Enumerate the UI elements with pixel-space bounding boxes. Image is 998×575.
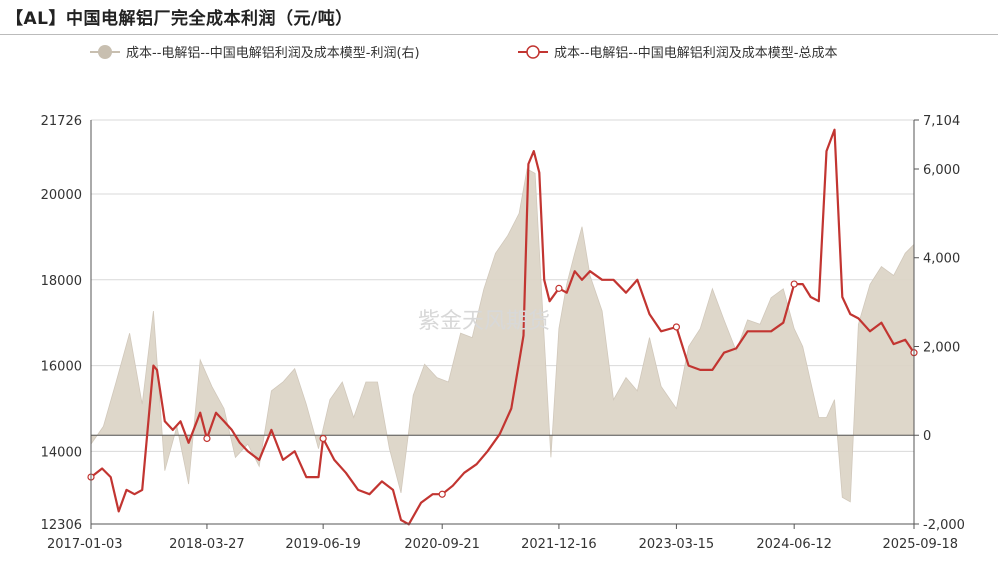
y-right-tick-label: 7,104 [923,114,960,129]
y-left-tick-label: 21726 [41,114,82,129]
legend-item-total-cost[interactable]: 成本--电解铝--中国电解铝利润及成本模型-总成本 [518,45,837,61]
total-cost-point [790,280,798,288]
profit-area [90,168,915,503]
x-tick-label: 2024-06-12 [756,537,832,552]
y-left-tick-label: 14000 [41,445,82,460]
watermark-text: 紫金天风期货 [418,309,550,334]
total-cost-point [203,434,211,443]
y-left-tick-label: 20000 [41,188,82,203]
chart-title: 【AL】中国电解铝厂完全成本利润（元/吨） [6,9,353,29]
total-cost-line-series [87,128,918,526]
total-cost-point [555,284,563,292]
title-divider [0,34,998,35]
y-left-tick-label: 16000 [41,360,82,375]
legend-profit-label: 成本--电解铝--中国电解铝利润及成本模型-利润(右) [126,46,420,61]
x-tick-label: 2017-01-03 [47,537,123,552]
x-tick-label: 2025-09-18 [882,537,958,552]
legend-item-profit[interactable]: 成本--电解铝--中国电解铝利润及成本模型-利润(右) [90,45,420,61]
legend-cost-marker [526,45,540,59]
x-tick-label: 2019-06-19 [285,537,361,552]
legend-profit-marker [98,45,112,59]
y-right-tick-label: 4,000 [923,252,960,267]
x-tick-label: 2023-03-15 [639,537,715,552]
x-tick-label: 2020-09-21 [404,537,480,552]
y-right-tick-label: 2,000 [923,340,960,355]
total-cost-point [319,434,327,443]
total-cost-point [672,323,681,331]
y-left-tick-label: 12306 [41,518,82,533]
y-right-tick-label: -2,000 [923,518,965,533]
y-right-tick-label: 0 [923,429,931,444]
axes: 12306 14000 16000 18000 20000 21726 -2,000 0 2,0… [41,114,965,552]
x-tick-label: 2021-12-16 [521,537,597,552]
x-tick-label: 2018-03-27 [169,537,245,552]
profit-area-series [90,168,915,503]
total-cost-point [438,490,446,498]
legend-cost-label: 成本--电解铝--中国电解铝利润及成本模型-总成本 [554,46,837,61]
y-right-tick-label: 6,000 [923,163,960,178]
legend[interactable]: 成本--电解铝--中国电解铝利润及成本模型-利润(右) 成本--电解铝--中国电… [90,45,837,61]
y-left-tick-label: 18000 [41,274,82,289]
